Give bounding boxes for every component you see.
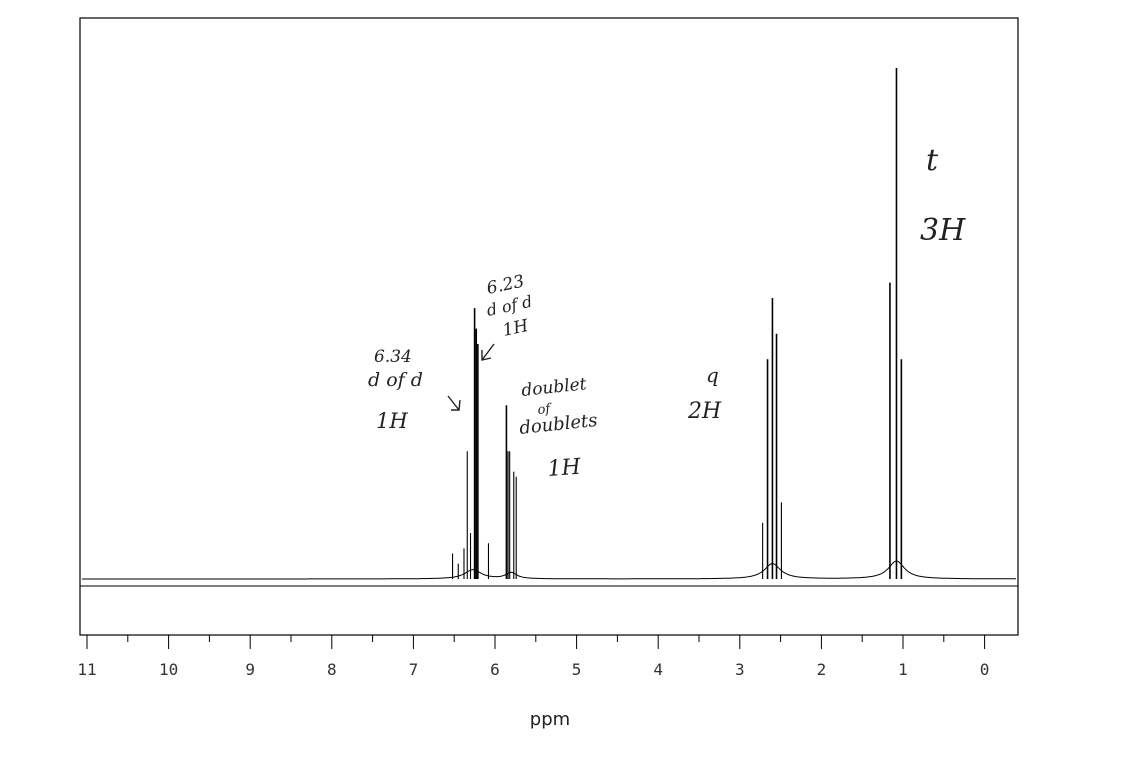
annotation-text: 2H: [687, 399, 722, 424]
x-tick-label: 8: [327, 660, 337, 679]
annotation-text: of: [537, 402, 553, 418]
x-tick-label: 10: [159, 660, 178, 679]
x-tick-label: 7: [409, 660, 419, 679]
annotation-text: 1H: [501, 316, 531, 341]
x-tick-label: 11: [77, 660, 96, 679]
annotation-text: 1H: [547, 455, 583, 482]
annotation-text: q: [706, 363, 719, 387]
x-tick-label: 1: [898, 660, 908, 679]
annotation-text: 1H: [376, 409, 408, 433]
annotation-arrow: [481, 343, 495, 361]
annotation-arrow: [447, 395, 461, 411]
annotation-text: doublet: [520, 374, 587, 401]
annotation-text: 3H: [920, 213, 966, 248]
annotation-text: doublets: [518, 410, 598, 439]
peak-group: [452, 68, 903, 579]
x-tick-label: 5: [572, 660, 582, 679]
x-tick-label: 2: [817, 660, 827, 679]
x-tick-label: 6: [490, 660, 500, 679]
annotation-text: d of d: [368, 369, 423, 391]
x-tick-label: 9: [245, 660, 255, 679]
x-tick-label: 4: [653, 660, 663, 679]
x-tick-label: 3: [735, 660, 745, 679]
x-tick-label: 0: [980, 660, 990, 679]
annotation-text: t: [926, 143, 939, 178]
x-axis-ticks: 11 10 9 8 7 6 5 4 3 2 1 0: [77, 635, 989, 679]
spectrum-line: [82, 560, 1017, 580]
x-axis-title: ppm: [530, 709, 570, 730]
annotation-text: 6.34: [374, 347, 412, 367]
plot-frame: [79, 17, 1019, 636]
